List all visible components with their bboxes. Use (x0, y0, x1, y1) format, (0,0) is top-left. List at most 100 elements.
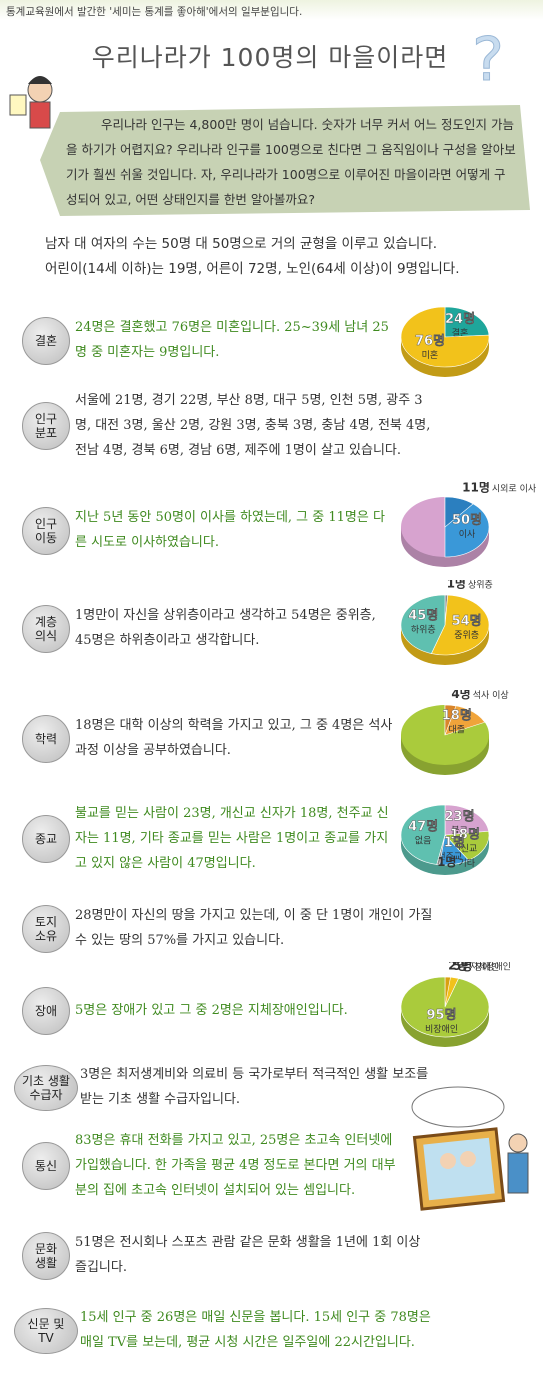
label-line: TV (38, 1331, 54, 1345)
character-hair (28, 76, 52, 84)
label-line: 장애 (34, 1004, 58, 1018)
label-line: 신문 및 (27, 1317, 65, 1331)
pie-sub-slice (444, 704, 457, 736)
man-head (508, 1133, 528, 1153)
section-label: 문화 생활 (22, 1232, 70, 1280)
pie-slice (444, 804, 490, 836)
section-text: 불교를 믿는 사람이 23명, 개신교 신자가 18명, 천주교 신자는 11명… (75, 805, 389, 871)
section-text: 83명은 휴대 전화를 가지고 있고, 25명은 초고속 인터넷에 가입했습니다… (75, 1132, 396, 1198)
slice-value: 24명 (445, 311, 475, 327)
section-text: 3명은 최저생계비와 의료비 등 국가로부터 적극적인 생활 보조를 받는 기초… (80, 1067, 429, 1107)
section-label: 토지 소유 (22, 905, 70, 953)
intro-banner (40, 105, 530, 216)
section-label: 인구 분포 (22, 402, 70, 450)
section-text: 지난 5년 동안 50명이 이사를 하였는데, 그 중 11명은 다른 시도로 … (75, 510, 385, 550)
slice-value: 2명 (448, 962, 467, 973)
section-label: 계층 의식 (22, 605, 70, 653)
slice-name: 천주교 (437, 852, 462, 863)
pie-sub-slice (444, 496, 474, 528)
slice-value: 18명 (450, 826, 480, 842)
face (440, 1153, 456, 1169)
slice-label: 1명 기타 (437, 855, 476, 869)
label-line: 의식 (34, 629, 58, 643)
slice-name: 하위층 (411, 625, 436, 636)
slice-label: 5명 장애인 (453, 962, 499, 973)
slice-name: 없음 (415, 836, 432, 847)
section-text: 51명은 전시회나 스포츠 관람 같은 문화 생활을 1년에 1회 이상 즐깁니… (75, 1235, 421, 1275)
label-line: 계층 (34, 615, 58, 629)
section-text: 5명은 장애가 있고 그 중 2명은 지체장애인입니다. (75, 1002, 348, 1018)
slice-name: 비장애인 (425, 1024, 458, 1035)
slice-name: 기타 (458, 858, 475, 869)
label-line: 인구 (34, 517, 58, 531)
section-label: 기초 생활 수급자 (14, 1065, 78, 1111)
label-line: 문화 (34, 1242, 58, 1256)
slice-name: 불교 (451, 826, 468, 837)
section-label: 인구 이동 (22, 507, 70, 555)
page-title: 우리나라가 100명의 마을이라면 (91, 43, 449, 72)
slice-label: 1명 상위층 (447, 580, 493, 591)
label-line: 이동 (34, 531, 58, 545)
slice-value: 47명 (408, 819, 438, 835)
face (460, 1151, 476, 1167)
slice-value: 95명 (427, 1007, 457, 1023)
pie-slice (444, 830, 490, 861)
pie-slice (400, 594, 446, 654)
slice-value: 11명 (462, 482, 490, 495)
section-text: 28명만이 자신의 땅을 가지고 있는데, 이 중 단 1명이 개인이 가질 수… (75, 908, 433, 948)
slice-label: 2명 지체장애인 (448, 962, 511, 973)
character-body (29, 101, 51, 129)
slice-name: 지체장애인 (470, 962, 511, 973)
slice-name: 장애인 (474, 962, 499, 973)
label-line: 통신 (34, 1159, 58, 1173)
slice-value: 50명 (452, 512, 482, 528)
slice-name: 시외로 이사 (492, 483, 537, 495)
summary-line: 남자 대 여자의 수는 50명 대 50명으로 거의 균형을 이루고 있습니다. (45, 236, 438, 252)
slice-name: 미혼 (422, 349, 439, 361)
slice-name: 석사 이상 (473, 690, 509, 701)
top-band (0, 0, 543, 20)
question-mark: ? (472, 25, 504, 95)
section-label: 학력 (22, 715, 70, 763)
label-line: 기초 생활 (22, 1074, 70, 1088)
label-line: 인구 (34, 412, 58, 426)
man-body (507, 1152, 529, 1194)
section-label: 결혼 (22, 317, 70, 365)
label-line: 소유 (34, 929, 58, 943)
slice-value: 23명 (445, 809, 475, 825)
intro-text: 우리나라 인구는 4,800만 명이 넘습니다. 숫자가 너무 커서 어느 정도… (66, 117, 516, 207)
summary: 남자 대 여자의 수는 50명 대 50명으로 거의 균형을 이루고 있습니다.… (45, 232, 460, 282)
section-text: 24명은 결혼했고 76명은 미혼입니다. 25~39세 남녀 25명 중 미혼… (75, 320, 389, 360)
slice-value: 76명 (415, 333, 445, 349)
decoration: ? (9, 25, 530, 216)
section-label: 장애 (22, 987, 70, 1035)
slice-value: 1명 (437, 855, 456, 869)
label-line: 생활 (34, 1256, 58, 1270)
slice-value: 18명 (442, 707, 472, 723)
section-text: 18명은 대학 이상의 학력을 가지고 있고, 그 중 4명은 석사 과정 이상… (75, 718, 393, 758)
slice-value: 5명 (453, 962, 472, 973)
label-line: 종교 (34, 832, 58, 846)
label-line: 학력 (34, 732, 58, 746)
label-line: 수급자 (29, 1088, 63, 1102)
section-label: 통신 (22, 1142, 70, 1190)
slice-name: 상위층 (468, 580, 493, 591)
pie-slice (400, 804, 446, 865)
slice-label: 4명 석사 이상 (451, 690, 508, 701)
speech-bubble (411, 1086, 505, 1128)
character-paper (9, 94, 27, 116)
slice-value: 4명 (451, 690, 470, 701)
section-label: 종교 (22, 815, 70, 863)
label-line: 분포 (34, 426, 58, 440)
pie-slice (400, 976, 490, 1038)
pie-slice (430, 594, 490, 656)
photo (423, 1137, 495, 1201)
source-note: 통계교육원에서 발간한 '세미는 통계를 좋아해'에서의 일부분입니다. (6, 6, 303, 18)
